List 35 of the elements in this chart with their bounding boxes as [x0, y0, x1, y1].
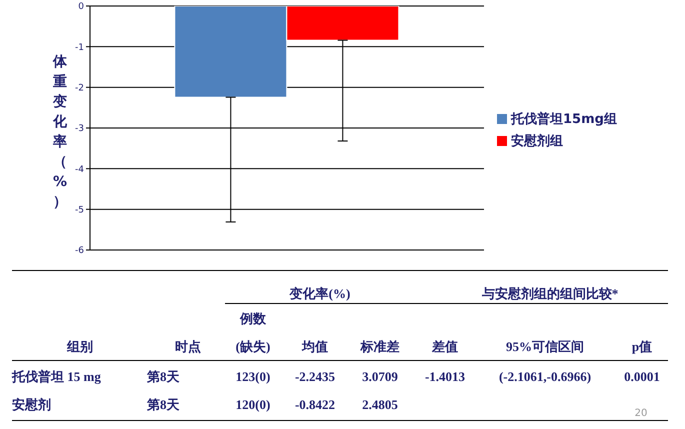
- text: 123(0): [236, 369, 270, 384]
- text: (-2.1061,-0.6966): [498, 369, 592, 384]
- y-tick-label: 0: [78, 2, 84, 12]
- legend-label: 安慰剂组: [511, 132, 563, 150]
- text: -0.8422: [294, 397, 336, 412]
- legend-label: 托伐普坦15mg组: [511, 110, 617, 128]
- y-tick-label: -1: [75, 42, 84, 53]
- text: 标准差: [360, 339, 400, 354]
- y-tick-label: -3: [75, 124, 84, 134]
- text: 20: [634, 407, 648, 421]
- text: 时点: [175, 339, 201, 354]
- text: 2.4805: [362, 397, 398, 412]
- text: 120(0): [236, 397, 270, 412]
- text: -2.2435: [294, 369, 336, 384]
- y-tick-label: -2: [75, 84, 84, 94]
- text: 0.0001: [624, 369, 660, 384]
- text: 第8天: [147, 396, 180, 414]
- y-tick-label: -5: [75, 206, 84, 216]
- text: 安慰剂: [12, 396, 51, 414]
- text: 与安慰剂组的组间比较*: [480, 285, 620, 303]
- text: (缺失): [236, 339, 270, 354]
- text: 95%可信区间: [506, 339, 584, 354]
- text: 组别: [67, 339, 93, 354]
- text: -1.4013: [424, 369, 466, 384]
- y-tick-label: -4: [75, 164, 84, 175]
- y-tick-label: -6: [75, 246, 84, 256]
- text: 均值: [302, 339, 328, 354]
- text: 托伐普坦 15 mg: [12, 368, 101, 386]
- y-axis-title: 体重变化率（%）: [52, 53, 68, 212]
- text: 第8天: [147, 368, 180, 386]
- text: p值: [632, 339, 652, 354]
- text: 变化率(%): [288, 285, 352, 303]
- text: 例数: [238, 310, 267, 328]
- text: 差值: [432, 339, 458, 354]
- text: 3.0709: [362, 369, 398, 384]
